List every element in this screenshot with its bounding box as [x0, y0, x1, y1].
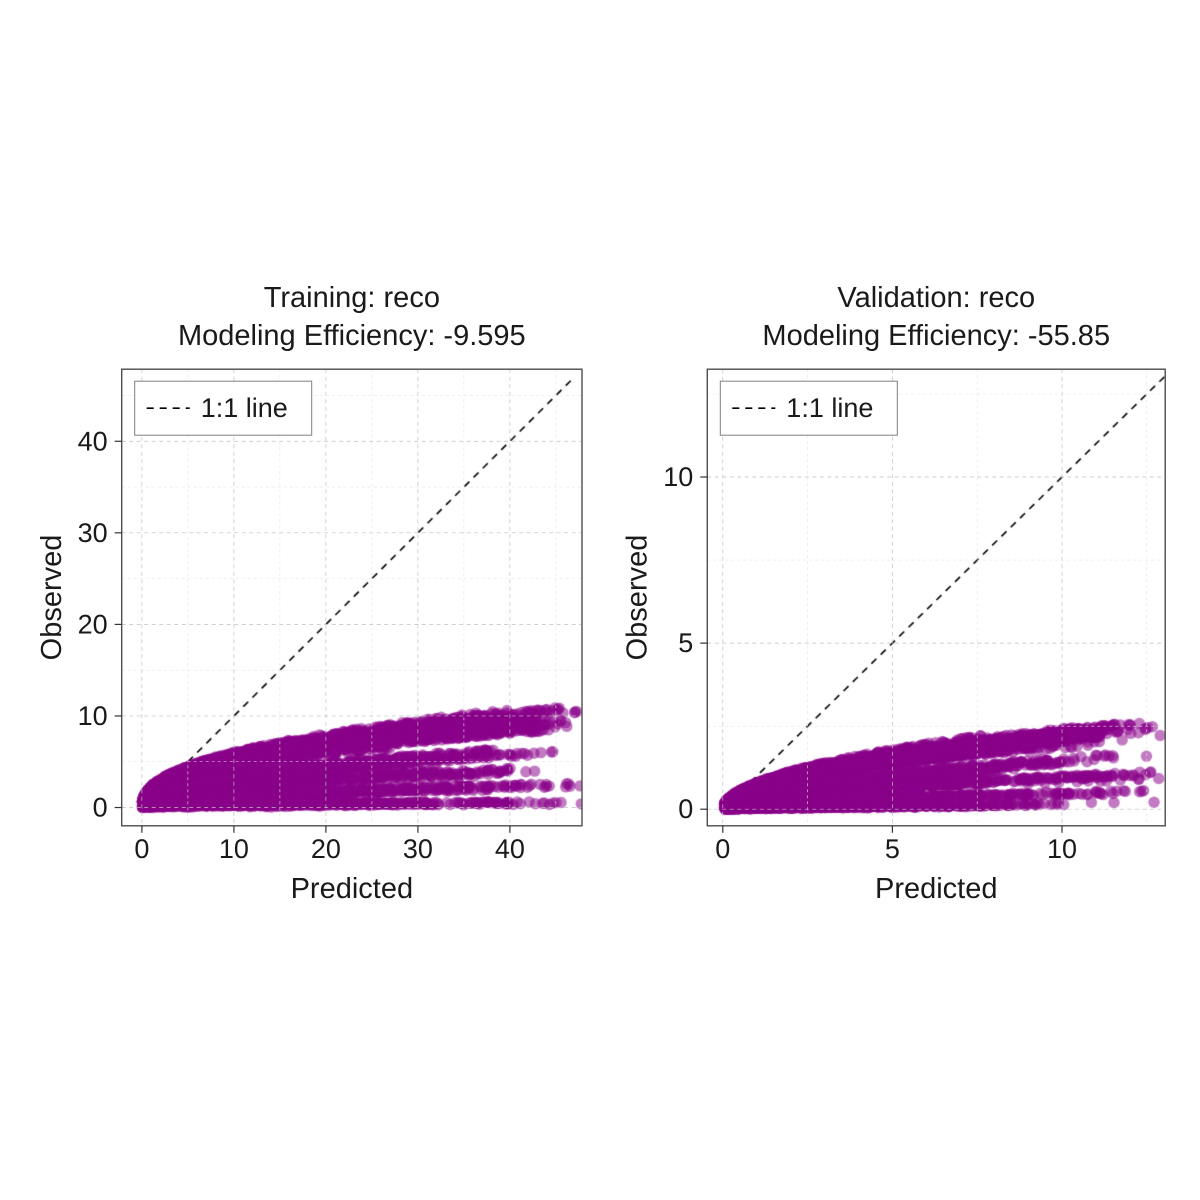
svg-text:5: 5 — [678, 628, 693, 658]
svg-text:5: 5 — [885, 834, 900, 864]
svg-text:10: 10 — [78, 701, 108, 731]
svg-text:10: 10 — [1047, 834, 1077, 864]
svg-text:10: 10 — [663, 462, 693, 492]
svg-text:0: 0 — [678, 794, 693, 824]
svg-text:Modeling Efficiency: -9.595: Modeling Efficiency: -9.595 — [178, 320, 526, 352]
svg-text:Validation: reco: Validation: reco — [837, 282, 1035, 314]
svg-text:40: 40 — [78, 426, 108, 456]
svg-text:1:1 line: 1:1 line — [786, 393, 873, 423]
svg-text:30: 30 — [78, 518, 108, 548]
svg-text:10: 10 — [219, 834, 249, 864]
svg-text:40: 40 — [495, 834, 525, 864]
svg-text:Modeling Efficiency: -55.85: Modeling Efficiency: -55.85 — [762, 320, 1110, 352]
svg-text:1:1 line: 1:1 line — [201, 393, 288, 423]
svg-text:Predicted: Predicted — [875, 873, 998, 905]
svg-text:Observed: Observed — [622, 535, 654, 661]
svg-text:Training: reco: Training: reco — [264, 282, 440, 314]
svg-text:0: 0 — [93, 793, 108, 823]
svg-text:20: 20 — [78, 609, 108, 639]
svg-text:0: 0 — [715, 834, 730, 864]
svg-text:30: 30 — [403, 834, 433, 864]
svg-text:Predicted: Predicted — [291, 873, 414, 905]
svg-text:0: 0 — [134, 834, 149, 864]
svg-text:20: 20 — [311, 834, 341, 864]
svg-text:Observed: Observed — [36, 535, 68, 661]
